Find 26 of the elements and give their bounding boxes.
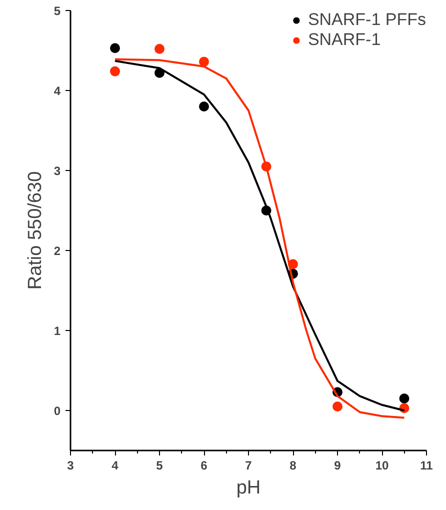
legend-label: SNARF-1 PFFs bbox=[308, 10, 426, 30]
x-tick-label: 11 bbox=[420, 458, 434, 472]
point bbox=[199, 56, 209, 67]
x-tick-label: 9 bbox=[334, 458, 342, 472]
x-tick-label: 8 bbox=[290, 458, 297, 472]
point bbox=[199, 102, 209, 112]
x-tick-label: 6 bbox=[200, 458, 208, 472]
y-tick-label: 0 bbox=[54, 404, 61, 418]
y-tick-label: 2 bbox=[54, 244, 61, 258]
y-tick-label: 5 bbox=[54, 4, 61, 18]
x-tick-label: 4 bbox=[112, 458, 119, 472]
y-tick-label: 3 bbox=[54, 164, 61, 178]
point bbox=[110, 66, 120, 76]
y-tick-label: 1 bbox=[54, 324, 61, 338]
point bbox=[399, 394, 410, 404]
point bbox=[110, 43, 120, 54]
x-tick-label: 7 bbox=[245, 458, 252, 472]
legend-label: SNARF-1 bbox=[308, 30, 381, 50]
point bbox=[154, 44, 164, 54]
y-tick-label: 4 bbox=[54, 84, 61, 98]
y-axis-title: Ratio 550/630 bbox=[24, 171, 46, 290]
x-tick-label: 5 bbox=[156, 458, 164, 472]
x-tick-label: 10 bbox=[375, 458, 389, 472]
point bbox=[332, 402, 342, 412]
x-tick-label: 3 bbox=[67, 458, 74, 472]
x-axis-title: pH bbox=[236, 478, 261, 498]
